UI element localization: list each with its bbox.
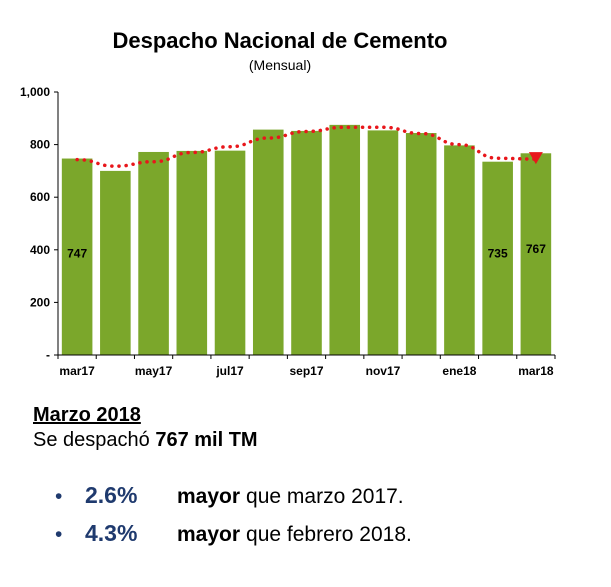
- trend-line: [75, 125, 538, 168]
- bar-jun17: [176, 150, 208, 355]
- y-tick-label: 1,000: [20, 85, 50, 99]
- bar-mar18: [520, 153, 552, 355]
- bar-may17: [138, 151, 169, 355]
- data-label: 767: [526, 242, 546, 256]
- summary-line: Se despachó 767 mil TM: [33, 429, 258, 452]
- x-tick-label: may17: [135, 364, 173, 378]
- bar-mar17: [61, 158, 93, 355]
- x-tick-label: sep17: [289, 364, 323, 378]
- bullet-item: • 2.6% mayor que marzo 2017.: [55, 482, 404, 509]
- bar-chart: - 200 400 600 800 1,000 mar17 may17 jul17 sep17 no…: [20, 85, 556, 378]
- y-tick-label: 400: [30, 243, 50, 257]
- bullet-item: • 4.3% mayor que febrero 2018.: [55, 520, 412, 547]
- summary-prefix: Se despachó: [33, 429, 156, 451]
- bullet-pct: 4.3%: [85, 520, 138, 546]
- bar-sep17: [291, 130, 322, 355]
- x-tick-label: jul17: [215, 364, 244, 378]
- bullet-text: que febrero 2018.: [246, 523, 412, 546]
- x-tick-label: nov17: [366, 364, 401, 378]
- y-tick-label: 200: [30, 295, 50, 309]
- bar-ago17: [252, 129, 284, 355]
- chart-subtitle: (Mensual): [248, 57, 312, 73]
- chart-title: Despacho Nacional de Cemento: [112, 28, 448, 53]
- bar-ene18: [444, 145, 475, 355]
- bullet-icon: •: [55, 485, 63, 508]
- x-tick-label: ene18: [442, 364, 476, 378]
- bullet-word: mayor: [177, 485, 241, 508]
- summary: Marzo 2018 Se despachó 767 mil TM: [33, 404, 258, 452]
- bullet-icon: •: [55, 523, 63, 546]
- bullet-pct: 2.6%: [85, 482, 138, 508]
- bar-jul17: [214, 150, 246, 355]
- summary-heading: Marzo 2018: [33, 404, 141, 426]
- data-label: 747: [67, 247, 87, 261]
- y-tick-label: 600: [30, 190, 50, 204]
- summary-value: 767 mil TM: [155, 429, 258, 451]
- bullet-word: mayor: [177, 523, 241, 546]
- x-tick-label: mar18: [518, 364, 554, 378]
- bar-nov17: [367, 130, 399, 355]
- trend-marker: [528, 152, 543, 165]
- data-label: 735: [488, 247, 508, 261]
- bullet-text: que marzo 2017.: [246, 485, 404, 508]
- bar-dic17: [405, 133, 437, 355]
- x-tick-label: mar17: [59, 364, 95, 378]
- bar-oct17: [329, 124, 361, 355]
- bar-feb18: [482, 161, 513, 355]
- y-tick-label: -: [46, 348, 50, 362]
- bar-abr17: [100, 170, 131, 355]
- y-tick-label: 800: [30, 138, 50, 152]
